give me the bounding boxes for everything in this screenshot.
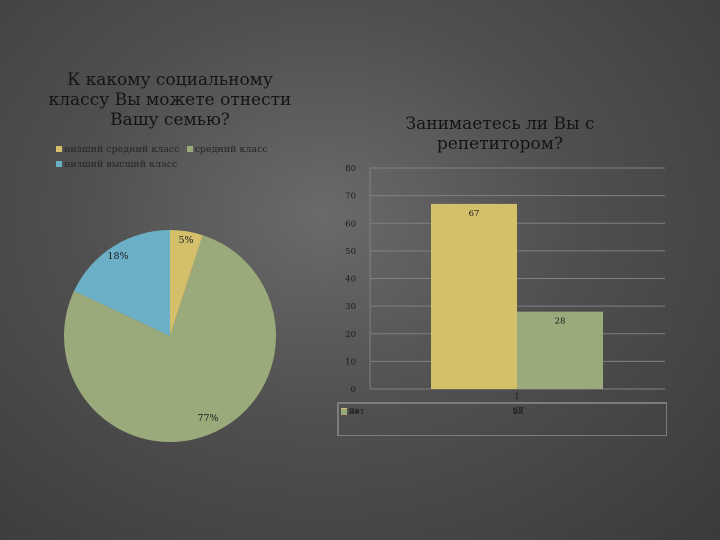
bar <box>431 203 517 389</box>
legend-swatch <box>56 146 62 152</box>
legend-label: низший средний класс <box>64 144 180 155</box>
y-tick-label: 60 <box>345 219 356 229</box>
legend-label: низший высший класс <box>64 159 178 170</box>
pie-data-label: 77% <box>197 413 218 424</box>
legend-item: средний класс <box>186 142 268 157</box>
pie-slice <box>74 230 170 336</box>
pie-legend: низший средний класс средний класс низши… <box>56 142 286 172</box>
table-cell: 67 <box>512 406 524 416</box>
pie-data-label: 18% <box>107 251 128 262</box>
table-row: нет 28 <box>338 403 666 420</box>
legend-swatch <box>186 146 193 152</box>
bar <box>517 311 603 389</box>
y-tick-label: 80 <box>345 164 356 174</box>
bar-data-label: 28 <box>555 317 566 327</box>
legend-item: низший средний класс <box>56 142 180 157</box>
y-tick-label: 70 <box>345 192 356 202</box>
pie-slice <box>64 235 276 442</box>
bar-chart-title: Занимаетесь ли Вы с репетитором? <box>405 114 595 154</box>
table-swatch <box>341 408 347 415</box>
legend-item: низший высший класс <box>56 157 177 172</box>
y-tick-label: 10 <box>345 357 356 367</box>
pie-chart-title: К какому социальному классу Вы можете от… <box>48 70 292 130</box>
y-tick-label: 30 <box>345 302 356 312</box>
x-tick-label: 1 <box>514 392 519 402</box>
legend-label: средний класс <box>194 144 268 155</box>
table-row-label: нет <box>341 407 364 417</box>
bar-data-label: 67 <box>469 209 480 219</box>
series-name: нет <box>349 407 365 417</box>
table-divider <box>338 403 339 435</box>
table-cell: 28 <box>512 407 524 417</box>
y-tick-label: 40 <box>345 275 356 285</box>
y-tick-label: 50 <box>345 247 356 257</box>
pie-slice <box>170 230 203 336</box>
y-tick-label: 20 <box>345 330 356 340</box>
legend-swatch <box>56 161 62 167</box>
bar-data-table: да 67 нет 28 <box>337 402 667 436</box>
series-name: да <box>349 406 360 416</box>
pie-data-label: 5% <box>178 235 193 246</box>
y-tick-label: 0 <box>351 385 356 395</box>
